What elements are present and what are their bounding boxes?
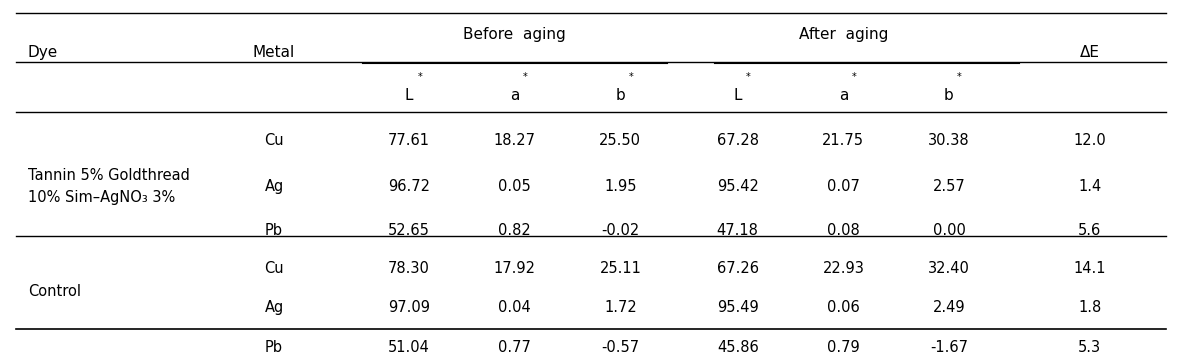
- Text: 0.77: 0.77: [499, 340, 531, 355]
- Text: Cu: Cu: [265, 133, 284, 148]
- Text: Pb: Pb: [265, 340, 284, 355]
- Text: 2.49: 2.49: [933, 300, 966, 315]
- Text: 30.38: 30.38: [928, 133, 969, 148]
- Text: a: a: [839, 88, 847, 103]
- Text: *: *: [957, 72, 962, 82]
- Text: 47.18: 47.18: [716, 223, 759, 238]
- Text: 0.82: 0.82: [499, 223, 531, 238]
- Text: 5.6: 5.6: [1078, 223, 1102, 238]
- Text: Tannin 5% Goldthread
10% Sim–AgNO₃ 3%: Tannin 5% Goldthread 10% Sim–AgNO₃ 3%: [27, 168, 189, 205]
- Text: 5.3: 5.3: [1078, 340, 1102, 355]
- Text: 18.27: 18.27: [494, 133, 535, 148]
- Text: 78.30: 78.30: [388, 261, 430, 276]
- Text: 0.05: 0.05: [499, 179, 531, 194]
- Text: 25.50: 25.50: [599, 133, 642, 148]
- Text: 95.42: 95.42: [716, 179, 759, 194]
- Text: 0.07: 0.07: [827, 179, 859, 194]
- Text: -0.57: -0.57: [602, 340, 639, 355]
- Text: Ag: Ag: [265, 300, 284, 315]
- Text: 1.8: 1.8: [1078, 300, 1102, 315]
- Text: 22.93: 22.93: [823, 261, 864, 276]
- Text: 45.86: 45.86: [716, 340, 759, 355]
- Text: After  aging: After aging: [799, 27, 888, 42]
- Text: 97.09: 97.09: [388, 300, 430, 315]
- Text: Pb: Pb: [265, 223, 284, 238]
- Text: 21.75: 21.75: [823, 133, 864, 148]
- Text: 0.04: 0.04: [499, 300, 531, 315]
- Text: 51.04: 51.04: [388, 340, 430, 355]
- Text: Metal: Metal: [253, 45, 296, 60]
- Text: *: *: [522, 72, 527, 82]
- Text: *: *: [417, 72, 422, 82]
- Text: L: L: [734, 88, 742, 103]
- Text: Dye: Dye: [27, 45, 58, 60]
- Text: 0.06: 0.06: [827, 300, 859, 315]
- Text: 52.65: 52.65: [388, 223, 430, 238]
- Text: 67.26: 67.26: [716, 261, 759, 276]
- Text: -1.67: -1.67: [930, 340, 968, 355]
- Text: 2.57: 2.57: [933, 179, 966, 194]
- Text: Before  aging: Before aging: [463, 27, 566, 42]
- Text: Cu: Cu: [265, 261, 284, 276]
- Text: ΔE: ΔE: [1080, 45, 1099, 60]
- Text: 96.72: 96.72: [388, 179, 430, 194]
- Text: b: b: [944, 88, 954, 103]
- Text: a: a: [509, 88, 519, 103]
- Text: L: L: [404, 88, 414, 103]
- Text: 1.72: 1.72: [604, 300, 637, 315]
- Text: -0.02: -0.02: [602, 223, 639, 238]
- Text: 32.40: 32.40: [928, 261, 970, 276]
- Text: 14.1: 14.1: [1073, 261, 1106, 276]
- Text: b: b: [616, 88, 625, 103]
- Text: Ag: Ag: [265, 179, 284, 194]
- Text: 12.0: 12.0: [1073, 133, 1106, 148]
- Text: *: *: [629, 72, 634, 82]
- Text: 17.92: 17.92: [494, 261, 535, 276]
- Text: *: *: [851, 72, 856, 82]
- Text: 67.28: 67.28: [716, 133, 759, 148]
- Text: 25.11: 25.11: [599, 261, 642, 276]
- Text: 1.95: 1.95: [604, 179, 637, 194]
- Text: 77.61: 77.61: [388, 133, 430, 148]
- Text: 95.49: 95.49: [716, 300, 759, 315]
- Text: 0.00: 0.00: [933, 223, 966, 238]
- Text: Control: Control: [27, 284, 80, 299]
- Text: 1.4: 1.4: [1078, 179, 1102, 194]
- Text: *: *: [746, 72, 751, 82]
- Text: 0.08: 0.08: [827, 223, 859, 238]
- Text: 0.79: 0.79: [827, 340, 859, 355]
